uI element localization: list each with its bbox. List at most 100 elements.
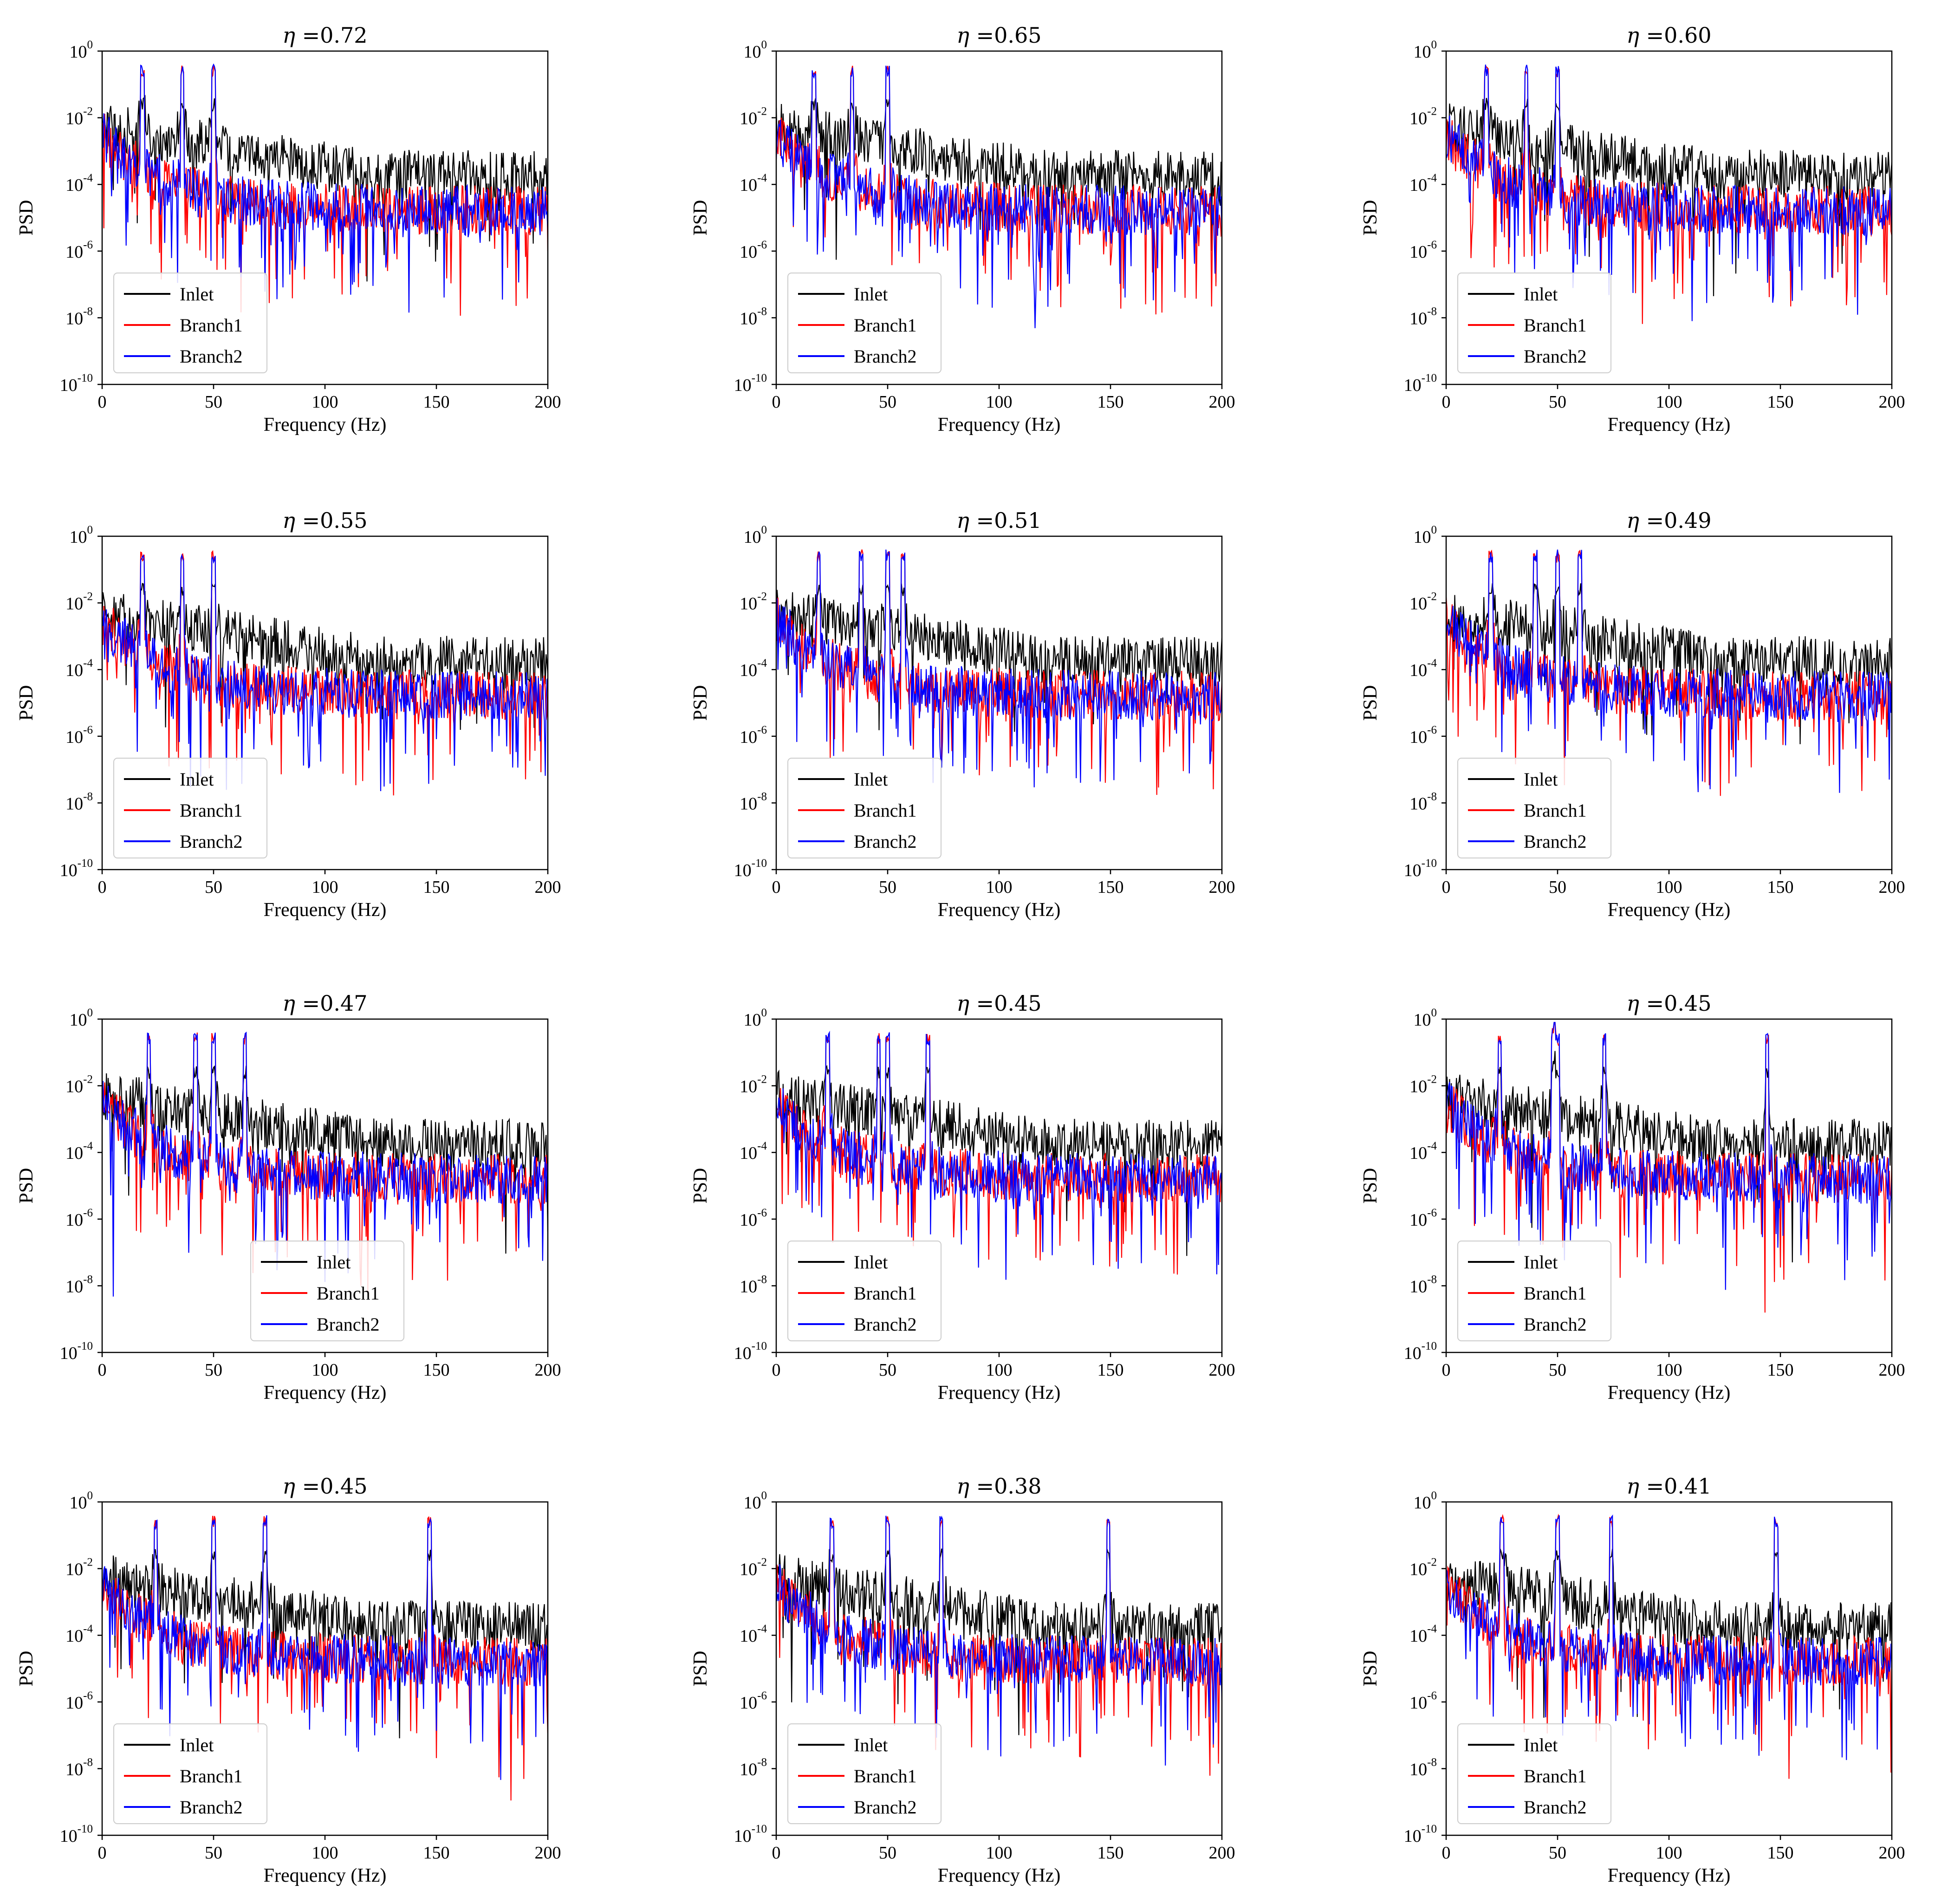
y-tick-label: 10-4 bbox=[1409, 657, 1437, 680]
y-tick-label: 10-2 bbox=[740, 1556, 767, 1579]
legend: Inlet Branch1 Branch2 bbox=[1457, 273, 1611, 373]
eta-symbol: η bbox=[956, 508, 969, 533]
legend-label-branch2: Branch2 bbox=[1524, 346, 1587, 367]
panel-title: η =0.65 bbox=[956, 23, 1041, 48]
y-tick-label: 100 bbox=[744, 39, 767, 62]
eta-symbol: η bbox=[956, 23, 969, 48]
x-tick-label: 0 bbox=[98, 1843, 107, 1863]
x-tick-label: 50 bbox=[879, 1360, 896, 1380]
y-axis-label: PSD bbox=[690, 685, 711, 721]
psd-panel-11: η =0.38 0 50 100 150 200 100 10-2 10-4 10-6 10-8 10… bbox=[690, 1474, 1235, 1886]
y-tick-label: 10-4 bbox=[65, 657, 93, 680]
x-tick-label: 200 bbox=[1879, 1843, 1905, 1863]
y-tick-label: 10-8 bbox=[65, 1756, 93, 1779]
y-tick-label: 100 bbox=[1414, 39, 1437, 62]
x-tick-label: 100 bbox=[1656, 877, 1682, 897]
series-line-branch2 bbox=[1446, 1514, 1892, 1760]
series-line-inlet bbox=[1446, 97, 1892, 296]
x-tick-label: 0 bbox=[1442, 877, 1451, 897]
series-line-branch1 bbox=[102, 1032, 548, 1295]
legend: Inlet Branch1 Branch2 bbox=[787, 758, 942, 858]
y-tick-label: 100 bbox=[744, 1007, 767, 1030]
legend-label-branch1: Branch1 bbox=[1524, 1283, 1587, 1304]
legend-label-branch1: Branch1 bbox=[317, 1283, 380, 1304]
y-tick-label: 10-10 bbox=[1404, 1340, 1437, 1363]
legend-label-inlet: Inlet bbox=[1524, 284, 1558, 305]
panel-title-value: =0.55 bbox=[295, 508, 368, 533]
legend-label-inlet: Inlet bbox=[180, 284, 214, 305]
y-tick-label: 10-8 bbox=[1409, 790, 1437, 813]
x-tick-label: 50 bbox=[205, 1360, 222, 1380]
legend-label-inlet: Inlet bbox=[854, 1735, 888, 1755]
y-tick-label: 10-2 bbox=[1409, 1556, 1437, 1579]
y-tick-label: 10-4 bbox=[65, 1623, 93, 1646]
y-tick-label: 10-8 bbox=[1409, 1756, 1437, 1779]
psd-panel-2: η =0.65 0 50 100 150 200 100 10-2 10-4 10-6 10-8 10… bbox=[690, 23, 1235, 435]
x-tick-label: 50 bbox=[205, 392, 222, 412]
series-line-inlet bbox=[776, 1065, 1222, 1256]
x-tick-label: 0 bbox=[1442, 1360, 1451, 1380]
psd-panel-7: η =0.47 0 50 100 150 200 100 10-2 10-4 10-6 10-8 10… bbox=[16, 991, 561, 1404]
x-tick-label: 200 bbox=[535, 1360, 561, 1380]
x-tick-label: 100 bbox=[312, 392, 338, 412]
y-tick-label: 10-4 bbox=[740, 1140, 767, 1163]
x-tick-label: 50 bbox=[1549, 1843, 1566, 1863]
x-tick-label: 100 bbox=[986, 1843, 1013, 1863]
y-tick-label: 10-4 bbox=[65, 1140, 93, 1163]
series-line-branch2 bbox=[1446, 549, 1892, 793]
psd-panel-12: η =0.41 0 50 100 150 200 100 10-2 10-4 10-6 10-8 10… bbox=[1360, 1474, 1905, 1886]
legend-label-inlet: Inlet bbox=[854, 769, 888, 790]
eta-symbol: η bbox=[1626, 508, 1639, 533]
x-tick-label: 0 bbox=[772, 1843, 781, 1863]
x-tick-label: 50 bbox=[879, 877, 896, 897]
y-tick-label: 10-8 bbox=[65, 1273, 93, 1296]
y-axis-label: PSD bbox=[16, 685, 37, 721]
legend-label-inlet: Inlet bbox=[1524, 1735, 1558, 1755]
x-tick-label: 100 bbox=[312, 877, 338, 897]
y-axis-label: PSD bbox=[1360, 1651, 1381, 1686]
legend-label-inlet: Inlet bbox=[317, 1252, 351, 1273]
x-tick-label: 100 bbox=[312, 1843, 338, 1863]
x-tick-label: 200 bbox=[1879, 877, 1905, 897]
y-tick-label: 10-4 bbox=[1409, 1623, 1437, 1646]
eta-symbol: η bbox=[1626, 23, 1639, 48]
series-line-inlet bbox=[1446, 1051, 1892, 1263]
series-line-branch2 bbox=[1446, 1022, 1892, 1290]
x-tick-label: 0 bbox=[98, 877, 107, 897]
x-tick-label: 200 bbox=[1879, 392, 1905, 412]
y-tick-label: 10-8 bbox=[740, 1756, 767, 1779]
eta-symbol: η bbox=[1626, 991, 1639, 1016]
series-line-inlet bbox=[102, 94, 548, 282]
x-tick-label: 150 bbox=[1767, 1843, 1794, 1863]
legend: Inlet Branch1 Branch2 bbox=[1457, 1241, 1611, 1341]
y-tick-label: 10-6 bbox=[740, 1690, 767, 1713]
series-line-inlet bbox=[776, 1548, 1222, 1735]
legend: Inlet Branch1 Branch2 bbox=[787, 273, 942, 373]
legend-label-branch2: Branch2 bbox=[180, 1797, 243, 1818]
series-line-branch2 bbox=[102, 1515, 548, 1780]
x-tick-label: 150 bbox=[1097, 877, 1124, 897]
psd-panel-10: η =0.45 0 50 100 150 200 100 10-2 10-4 10-6 10-8 10… bbox=[16, 1474, 561, 1886]
y-tick-label: 10-2 bbox=[1409, 1073, 1437, 1097]
series-line-branch2 bbox=[776, 1030, 1222, 1280]
y-tick-label: 10-6 bbox=[65, 1690, 93, 1713]
psd-panel-1: η =0.72 0 50 100 150 200 100 10-2 10-4 10-6 10-8 10… bbox=[16, 23, 561, 435]
x-tick-label: 150 bbox=[423, 1360, 450, 1380]
psd-panel-5: η =0.51 0 50 100 150 200 100 10-2 10-4 10-6 10-8 10… bbox=[690, 508, 1235, 921]
series-line-branch1 bbox=[776, 549, 1222, 795]
y-tick-label: 10-10 bbox=[1404, 1823, 1437, 1846]
y-tick-label: 10-10 bbox=[734, 1823, 767, 1846]
x-axis-label: Frequency (Hz) bbox=[264, 1382, 387, 1404]
panel-title-value: =0.47 bbox=[295, 991, 368, 1016]
series-line-inlet bbox=[102, 583, 548, 730]
y-tick-label: 10-6 bbox=[740, 239, 767, 262]
y-tick-label: 100 bbox=[1414, 524, 1437, 547]
eta-symbol: η bbox=[282, 23, 295, 48]
x-tick-label: 100 bbox=[1656, 1360, 1682, 1380]
series-line-branch1 bbox=[1446, 65, 1892, 324]
y-tick-label: 100 bbox=[744, 1489, 767, 1513]
legend: Inlet Branch1 Branch2 bbox=[113, 1723, 267, 1824]
y-tick-label: 100 bbox=[70, 1489, 93, 1513]
legend-label-branch2: Branch2 bbox=[854, 1797, 917, 1818]
panel-title: η =0.60 bbox=[1626, 23, 1711, 48]
